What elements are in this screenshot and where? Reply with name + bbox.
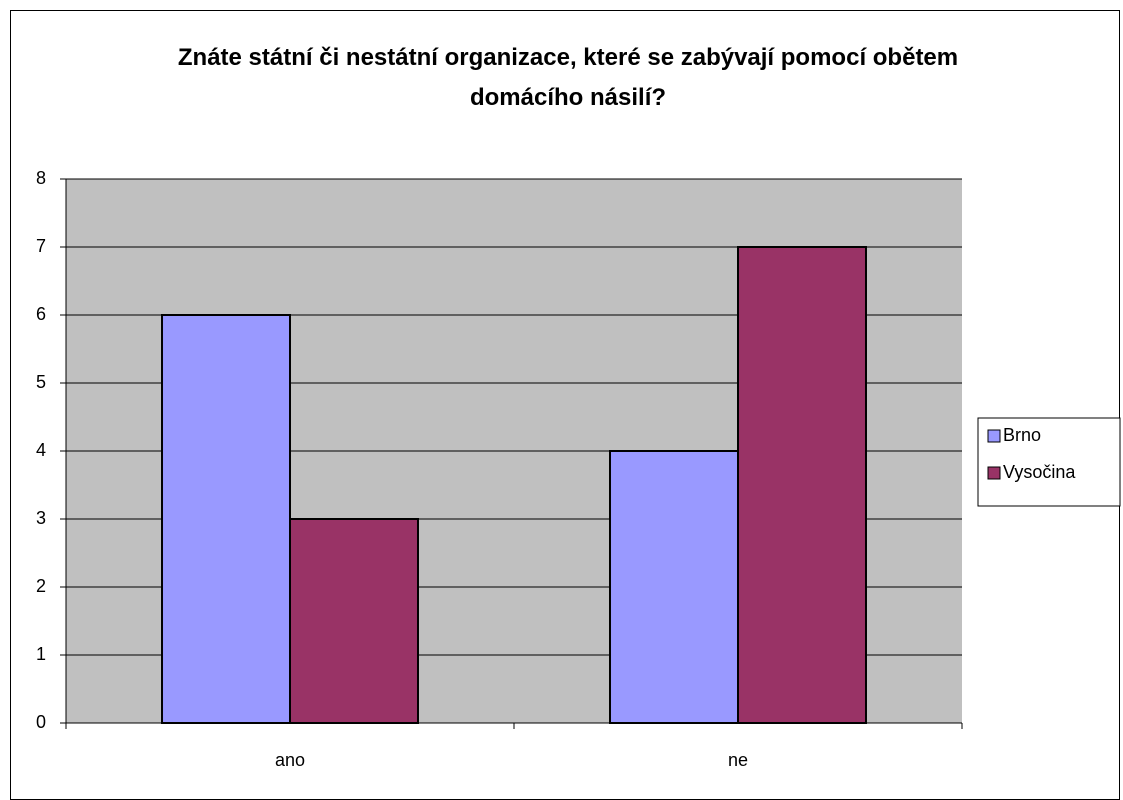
bar — [609, 450, 740, 724]
legend-label: Brno — [1003, 425, 1041, 445]
y-tick-label: 2 — [36, 576, 46, 596]
chart-title: Znáte státní či nestátní organizace, kte… — [177, 44, 959, 111]
x-tick-label: ne — [728, 750, 748, 770]
legend-swatch — [987, 429, 1001, 443]
y-tick-label: 8 — [36, 168, 46, 188]
legend-label: Vysočina — [1003, 462, 1076, 482]
y-tick-label: 1 — [36, 644, 46, 664]
bar — [161, 314, 291, 724]
legend-box — [977, 417, 1121, 507]
y-tick-label: 4 — [36, 440, 46, 460]
bar — [289, 518, 419, 724]
y-tick-label: 7 — [36, 236, 46, 256]
y-tick-label: 0 — [36, 712, 46, 732]
x-tick-label: ano — [275, 750, 305, 770]
y-tick-label: 6 — [36, 304, 46, 324]
y-tick-label: 5 — [36, 372, 46, 392]
y-tick-label: 3 — [36, 508, 46, 528]
bar — [737, 246, 867, 724]
legend-swatch — [987, 466, 1001, 480]
